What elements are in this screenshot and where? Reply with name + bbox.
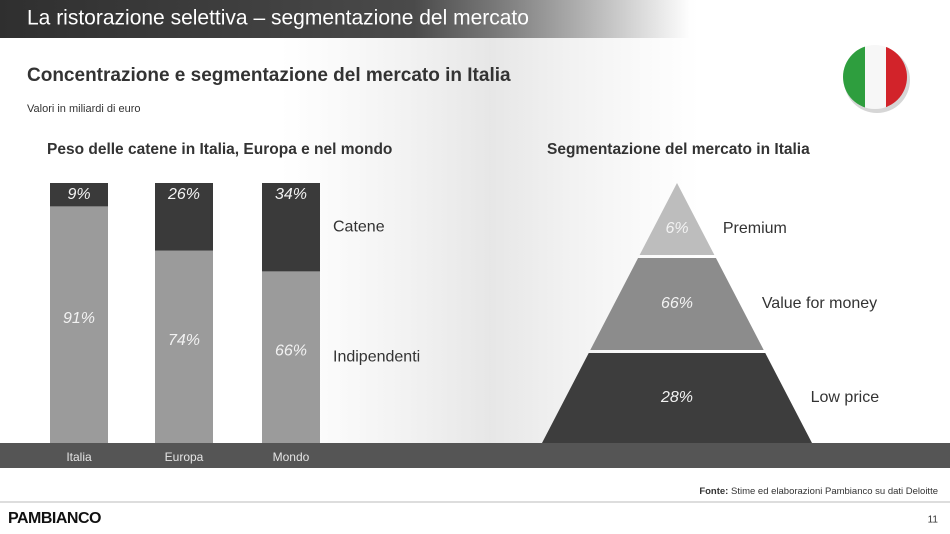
chart-title: Peso delle catene in Italia, Europa e ne… <box>47 141 392 158</box>
source-label: Fonte: <box>699 486 728 497</box>
header-bar <box>0 0 690 38</box>
legend-label: Indipendenti <box>333 348 420 365</box>
flag <box>843 45 910 113</box>
legend-label: Catene <box>333 218 385 235</box>
category-label: Value for money <box>762 295 877 312</box>
value-label: 6% <box>665 220 688 237</box>
pyramid-segment <box>639 183 715 255</box>
value-label: 91% <box>63 310 95 327</box>
value-label: 26% <box>167 186 200 203</box>
value-label: 66% <box>661 295 693 312</box>
category-band <box>0 443 950 468</box>
value-label: 74% <box>168 332 200 349</box>
bar-segment <box>155 183 213 251</box>
x-tick-label: Europa <box>165 450 204 464</box>
source: Fonte: Stime ed elaborazioni Pambianco s… <box>699 486 938 497</box>
logo: PAMBIANCO <box>8 510 101 527</box>
bar-segment <box>262 271 320 443</box>
category-label: Low price <box>811 389 880 406</box>
bar-segment <box>50 206 108 443</box>
pyramid-segment <box>542 353 812 443</box>
value-label: 9% <box>67 186 90 203</box>
unit-note: Valori in miliardi di euro <box>27 103 141 115</box>
value-label: 28% <box>660 389 693 406</box>
chart-title: Segmentazione del mercato in Italia <box>547 141 810 158</box>
value-label: 66% <box>275 342 307 359</box>
category-label: Premium <box>723 220 787 237</box>
source-text: Stime ed elaborazioni Pambianco su dati … <box>731 486 938 497</box>
subtitle: Concentrazione e segmentazione del merca… <box>27 65 511 86</box>
pyramid-segment <box>590 258 764 350</box>
value-label: 34% <box>275 186 307 203</box>
x-tick-label: Mondo <box>273 450 310 464</box>
x-tick-label: Italia <box>66 450 92 464</box>
page-number: 11 <box>928 515 939 526</box>
bar-segment <box>155 250 213 443</box>
bar-segment <box>262 183 320 272</box>
header-title: La ristorazione selettiva – segmentazion… <box>27 7 529 30</box>
bar-segment <box>50 183 108 207</box>
